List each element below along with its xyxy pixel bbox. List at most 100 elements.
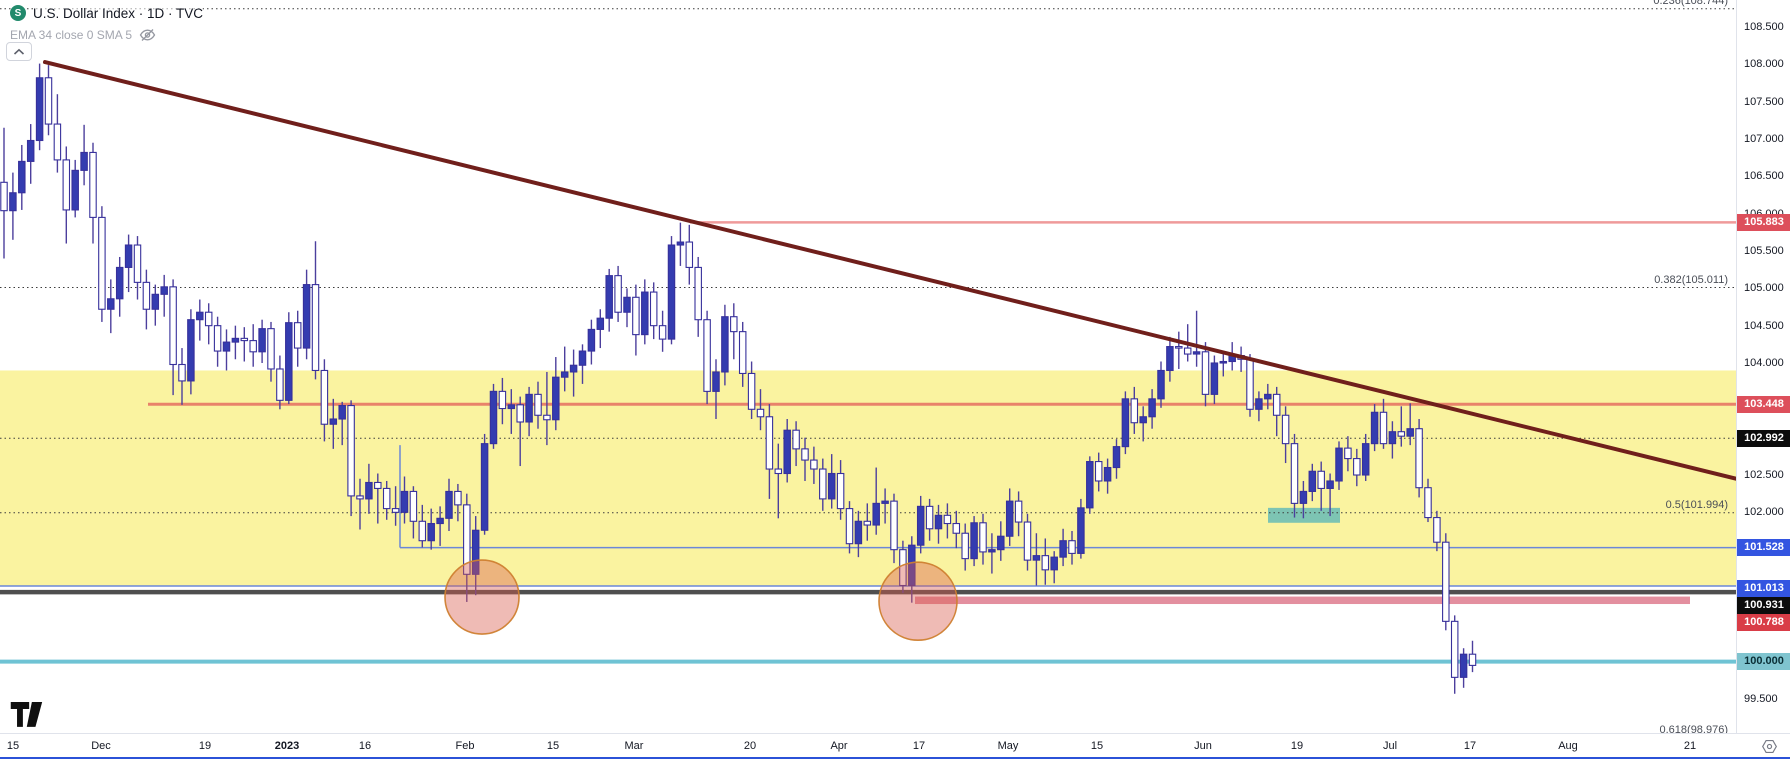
candle-body [1041, 555, 1050, 571]
candle-body [9, 192, 17, 212]
candle-body [356, 495, 364, 500]
candle-body [35, 77, 44, 142]
candle-body [988, 549, 996, 553]
candle-body [1166, 346, 1174, 372]
candle-body [320, 369, 329, 425]
candle-body [916, 505, 925, 546]
candle-body [1192, 351, 1201, 355]
legend-collapse-button[interactable] [6, 42, 32, 61]
time-axis[interactable]: 15 Dec 19 2023 16 Feb 15 Mar 20 Apr 17 May 15 Jun 19 Ju… [0, 733, 1790, 759]
highlight-circles[interactable] [444, 559, 958, 641]
candle-body [569, 364, 578, 373]
candle-body [756, 408, 765, 418]
candle-body [187, 319, 195, 382]
candle-body [489, 390, 498, 445]
eye-off-icon[interactable] [139, 28, 156, 42]
candle-body [365, 481, 373, 500]
candle-body [1326, 480, 1334, 489]
candle-body [293, 322, 302, 349]
candle-body [587, 328, 596, 352]
time-axis-label: 17 [912, 740, 926, 752]
price-axis-label: 107.000 [1744, 133, 1784, 145]
candle-body [124, 244, 133, 268]
candle-body [801, 448, 809, 461]
candle-body [534, 393, 542, 416]
candle-body [632, 296, 640, 336]
candle-body [774, 468, 783, 475]
candle-body [249, 340, 257, 353]
candle-body [267, 328, 275, 370]
time-axis-label: Mar [624, 740, 644, 752]
price-axis-label: 99.500 [1744, 693, 1778, 705]
fib-label: 0.236(108.744) [1653, 0, 1728, 7]
candle-body [1290, 443, 1299, 504]
price-axis-label: 105.000 [1744, 282, 1784, 295]
time-axis-label: Jun [1194, 740, 1212, 752]
candle-body [1272, 393, 1281, 416]
symbol-logo-icon[interactable]: S [10, 5, 26, 21]
candle-body [1050, 556, 1058, 571]
candle-body [240, 337, 249, 342]
fib-retracement-lines[interactable] [0, 8, 1736, 733]
candle-body [80, 151, 88, 171]
candle-body [418, 520, 427, 542]
candle-body [1379, 411, 1388, 445]
candle-body [258, 328, 266, 353]
price-badge-101.528: 101.528 [1737, 539, 1790, 557]
candle-body [730, 316, 738, 333]
axis-settings-gear-icon[interactable] [1761, 738, 1778, 755]
candle-body [845, 508, 854, 545]
candle-body [507, 404, 516, 410]
candle-body [400, 490, 409, 513]
candle-body [213, 325, 222, 352]
time-axis-label: 16 [358, 740, 372, 752]
low-highlight-apr[interactable] [878, 561, 958, 641]
indicator-label[interactable]: EMA 34 close 0 SMA 5 [10, 28, 133, 42]
time-axis-label: Dec [91, 740, 111, 752]
price-chart-canvas[interactable] [0, 0, 1790, 733]
candle-body [623, 296, 631, 313]
price-axis-label: 102.000 [1744, 506, 1784, 519]
candle-body [311, 284, 320, 372]
candle-body [445, 490, 453, 519]
candle-body [712, 371, 720, 392]
candle-body [44, 77, 53, 125]
candle-body [1415, 428, 1423, 489]
candle-body [1005, 500, 1014, 537]
candle-body [1335, 447, 1343, 482]
tradingview-logo[interactable] [10, 702, 44, 728]
fib-label: 0.382(105.011) [1654, 273, 1728, 286]
chart-legend: S U.S. Dollar Index · 1D · TVC EMA 34 cl… [10, 4, 204, 43]
price-badge-103.448: 103.448 [1737, 395, 1790, 413]
candle-body [1442, 541, 1450, 622]
symbol-title[interactable]: U.S. Dollar Index · 1D · TVC [33, 5, 204, 21]
candle-body [1255, 398, 1263, 410]
candle-body [649, 291, 658, 327]
descending-trendline[interactable] [43, 60, 1738, 481]
candle-body [1361, 443, 1370, 476]
candle-body [1424, 487, 1432, 519]
candle-body [1139, 416, 1147, 424]
candle-body [1459, 653, 1468, 678]
candle-body [1308, 470, 1317, 492]
candle-body [222, 341, 231, 352]
candle-body [89, 151, 97, 218]
candle-body [560, 371, 569, 378]
candle-body [792, 429, 800, 450]
candle-body [1433, 517, 1441, 543]
price-axis-label: 108.500 [1744, 21, 1784, 33]
candle-body [1103, 466, 1112, 482]
candle-body [1068, 540, 1076, 554]
candle-body [1281, 414, 1290, 445]
candle-body [1014, 500, 1023, 523]
candle-body [169, 286, 177, 366]
low-highlight-feb[interactable] [444, 559, 520, 635]
candle-body [471, 529, 480, 575]
candle-body [1121, 398, 1130, 448]
price-axis[interactable]: 108.500108.000107.500107.000106.500106.0… [1736, 0, 1790, 733]
candle-body [783, 429, 791, 475]
price-axis-label: 107.500 [1744, 95, 1784, 108]
candle-body [685, 241, 694, 268]
pink-support-band[interactable] [915, 596, 1690, 605]
candle-body [71, 169, 79, 211]
